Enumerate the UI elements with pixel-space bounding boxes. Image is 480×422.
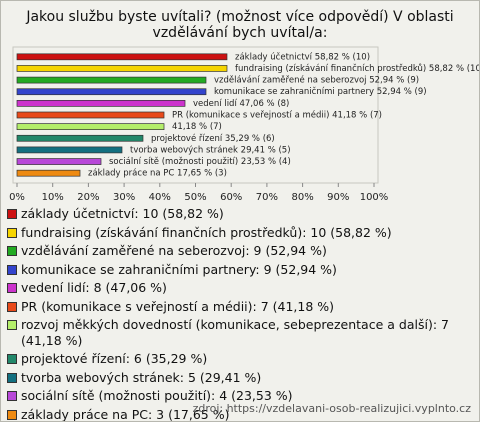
legend-label: základy práce na PC: 3 (17,65 %) bbox=[21, 406, 230, 422]
bar-label: základy účetnictví 58,82 % (10) bbox=[235, 51, 370, 62]
legend-swatch bbox=[7, 209, 17, 219]
x-tick-label: 100% bbox=[360, 192, 389, 203]
legend-label: základy účetnictví: 10 (58,82 %) bbox=[21, 206, 224, 221]
legend-label: vedení lidí: 8 (47,06 %) bbox=[21, 280, 167, 295]
bar bbox=[16, 158, 102, 165]
legend-swatch bbox=[7, 264, 17, 275]
bar bbox=[16, 146, 123, 154]
x-tick-label: 30% bbox=[113, 192, 135, 203]
legend-label: vzdělávání zaměřené na seberozvoj: 9 (52… bbox=[21, 243, 327, 258]
bar-label: vedení lidí 47,06 % (8) bbox=[193, 99, 289, 109]
legend: základy účetnictví: 10 (58,82 %) fundrais… bbox=[7, 206, 473, 422]
legend-item: PR (komunikace s veřejností a médii): 7 … bbox=[7, 299, 473, 315]
x-tick-label: 80% bbox=[291, 192, 313, 203]
legend-item: základy práce na PC: 3 (17,65 %) bbox=[7, 406, 473, 422]
bar-label: základy práce na PC 17,65 % (3) bbox=[88, 169, 227, 179]
bar bbox=[16, 100, 186, 107]
bar-label: tvorba webových stránek 29,41 % (5) bbox=[130, 145, 291, 155]
bar-label: sociální sítě (možnosti použití) 23,53 %… bbox=[109, 157, 291, 167]
bar bbox=[16, 76, 207, 84]
x-tick-label: 50% bbox=[184, 192, 206, 203]
legend-swatch bbox=[7, 320, 17, 330]
legend-label: projektové řízení: 6 (35,29 %) bbox=[21, 351, 208, 366]
legend-item: komunikace se zahraničními partnery: 9 (… bbox=[7, 262, 473, 278]
legend-swatch bbox=[7, 283, 17, 293]
bar bbox=[16, 134, 144, 142]
x-tick-label: 20% bbox=[77, 192, 99, 203]
x-tick-label: 90% bbox=[327, 192, 349, 203]
legend-label: komunikace se zahraničními partnery: 9 (… bbox=[21, 261, 337, 277]
legend-swatch bbox=[7, 227, 17, 238]
bar bbox=[16, 65, 228, 72]
legend-item: vzdělávání zaměřené na seberozvoj: 9 (52… bbox=[7, 243, 473, 259]
legend-item: projektové řízení: 6 (35,29 %) bbox=[7, 351, 473, 367]
chart-title: Jakou službu byste uvítali? (možnost víc… bbox=[26, 9, 454, 41]
source: zdroj: https://vzdelavani-osob-realizuji… bbox=[192, 402, 471, 415]
legend-label: rozvoj měkkých dovedností (komunikace, s… bbox=[21, 317, 449, 348]
bar-label: fundraising (získávání finančních prostř… bbox=[235, 63, 479, 74]
bar bbox=[16, 123, 165, 130]
x-tick-label: 40% bbox=[149, 192, 171, 203]
x-tick-label: 60% bbox=[220, 192, 242, 203]
legend-label: fundraising (získávání finančních prostř… bbox=[21, 224, 392, 240]
legend-item: základy účetnictví: 10 (58,82 %) bbox=[7, 206, 473, 222]
legend-item: vedení lidí: 8 (47,06 %) bbox=[7, 280, 473, 296]
legend-swatch bbox=[7, 409, 17, 420]
legend-item: sociální sítě (možnosti použití): 4 (23,… bbox=[7, 388, 473, 404]
legend-swatch bbox=[7, 301, 17, 312]
legend-item: fundraising (získávání finančních prostř… bbox=[7, 225, 473, 241]
legend-swatch bbox=[7, 372, 17, 383]
bar-label: komunikace se zahraničními partnery 52,9… bbox=[214, 86, 427, 97]
legend-label: tvorba webových stránek: 5 (29,41 %) bbox=[21, 369, 262, 385]
x-tick-label: 0% bbox=[9, 192, 25, 203]
bar bbox=[16, 88, 207, 96]
legend-swatch bbox=[7, 246, 17, 256]
bar-label: PR (komunikace s veřejností a médii) 41,… bbox=[172, 110, 382, 121]
bar bbox=[16, 169, 81, 177]
bar-label: vzdělávání zaměřené na seberozvoj 52,94 … bbox=[214, 75, 419, 86]
bar-label: 41,18 % (7) bbox=[172, 122, 222, 132]
x-tick-label: 10% bbox=[42, 192, 64, 203]
plot: 0% 10% 20% 30% 40% 50% 60% 70% 80% 90% 100% základy… bbox=[9, 46, 479, 203]
bar-label: projektové řízení 35,29 % (6) bbox=[151, 133, 275, 144]
legend-label: sociální sítě (možnosti použití): 4 (23,… bbox=[21, 388, 293, 403]
legend-item: rozvoj měkkých dovedností (komunikace, s… bbox=[7, 317, 473, 348]
bar bbox=[16, 53, 228, 61]
x-tick-label: 70% bbox=[256, 192, 278, 203]
bar bbox=[16, 111, 165, 119]
legend-swatch bbox=[7, 354, 17, 364]
legend-item: tvorba webových stránek: 5 (29,41 %) bbox=[7, 370, 473, 386]
legend-swatch bbox=[7, 391, 17, 401]
legend-label: PR (komunikace s veřejností a médii): 7 … bbox=[21, 298, 335, 314]
